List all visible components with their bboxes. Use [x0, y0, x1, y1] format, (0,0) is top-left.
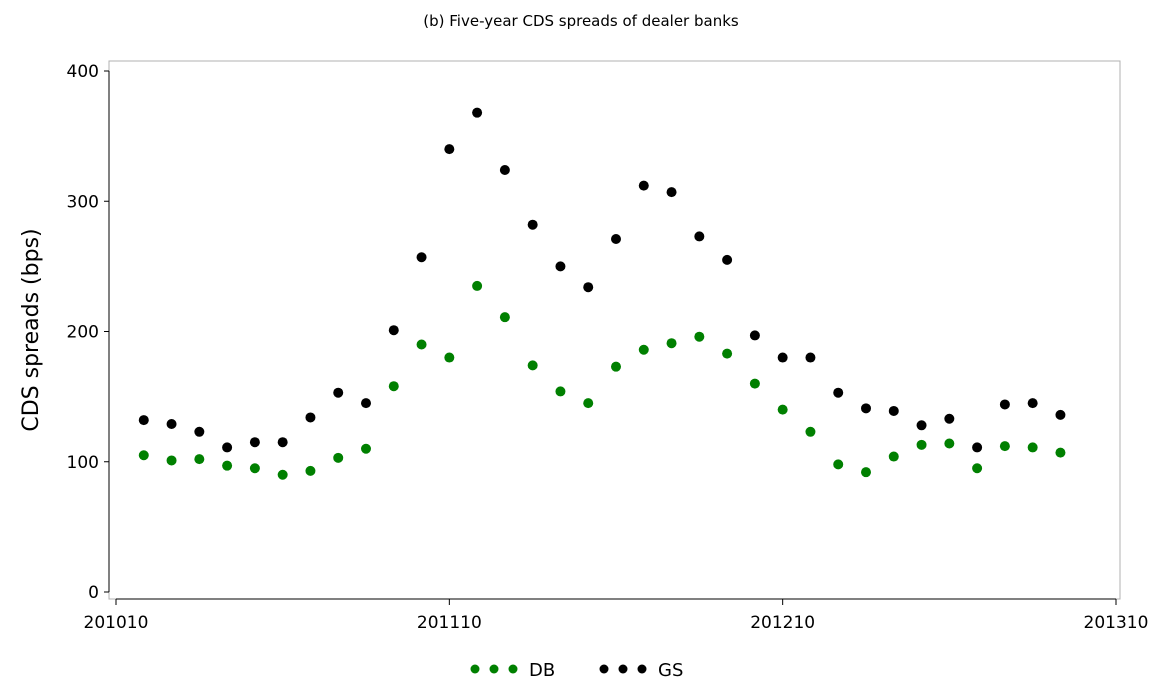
data-point-db	[388, 381, 399, 392]
legend-label: DB	[529, 660, 555, 681]
data-point-gs	[666, 187, 677, 198]
data-point-db	[638, 344, 649, 355]
data-point-db	[527, 360, 538, 371]
data-point-gs	[444, 144, 455, 155]
data-point-db	[888, 451, 899, 462]
data-point-gs	[416, 252, 427, 263]
data-point-gs	[1055, 409, 1066, 420]
series-gs	[138, 107, 1066, 453]
data-point-db	[1027, 442, 1038, 453]
y-tick-label: 100	[67, 453, 99, 473]
y-axis-title: CDS spreads (bps)	[19, 228, 44, 431]
plot-frame	[108, 60, 1121, 600]
data-point-gs	[888, 405, 899, 416]
x-tick-label: 201010	[84, 613, 149, 633]
data-point-db	[222, 460, 233, 471]
data-point-gs	[749, 330, 760, 341]
x-tick-label: 201310	[1084, 613, 1149, 633]
data-point-gs	[472, 107, 483, 118]
data-point-db	[777, 404, 788, 415]
data-point-gs	[388, 325, 399, 336]
chart-title: (b) Five-year CDS spreads of dealer bank…	[423, 12, 739, 30]
data-point-gs	[972, 442, 983, 453]
legend-marker	[508, 664, 518, 674]
data-point-gs	[805, 352, 816, 363]
data-point-gs	[694, 231, 705, 242]
data-point-gs	[1027, 398, 1038, 409]
y-tick-label: 300	[67, 192, 99, 212]
data-point-gs	[166, 418, 177, 429]
data-point-gs	[499, 164, 510, 175]
data-point-db	[749, 378, 760, 389]
legend-marker	[470, 664, 480, 674]
data-points	[138, 107, 1066, 480]
data-point-gs	[611, 234, 621, 245]
y-axis: 0 100 200 300 400	[67, 62, 110, 603]
data-point-db	[805, 426, 816, 437]
data-point-gs	[833, 387, 844, 398]
data-point-db	[555, 386, 566, 397]
data-point-db	[499, 312, 510, 323]
data-point-db	[944, 438, 955, 449]
data-point-db	[361, 443, 371, 454]
y-tick-label: 400	[67, 62, 99, 82]
data-point-db	[666, 338, 677, 349]
y-tick-label: 0	[88, 583, 99, 603]
data-point-gs	[916, 420, 927, 431]
data-point-db	[583, 398, 594, 409]
data-point-gs	[777, 352, 788, 363]
data-point-db	[333, 452, 344, 463]
data-point-gs	[638, 180, 649, 191]
x-tick-label: 201110	[417, 613, 482, 633]
data-point-db	[611, 361, 621, 372]
legend-marker	[618, 664, 628, 674]
data-point-gs	[333, 387, 344, 398]
legend-marker	[599, 664, 609, 674]
data-point-gs	[555, 261, 566, 272]
data-point-gs	[861, 403, 871, 414]
series-db	[138, 280, 1066, 480]
data-point-gs	[138, 415, 149, 426]
data-point-gs	[527, 219, 538, 230]
data-point-db	[472, 280, 483, 291]
data-point-db	[416, 339, 427, 350]
data-point-db	[277, 469, 288, 480]
data-point-gs	[999, 399, 1010, 410]
data-point-gs	[277, 437, 288, 448]
data-point-db	[1055, 447, 1066, 458]
data-point-db	[138, 450, 149, 461]
data-point-db	[249, 463, 260, 474]
data-point-gs	[583, 282, 594, 293]
data-point-gs	[361, 398, 371, 409]
x-tick-label: 201210	[750, 613, 815, 633]
data-point-gs	[249, 437, 260, 448]
data-point-gs	[305, 412, 316, 423]
data-point-db	[694, 331, 705, 342]
data-point-gs	[944, 413, 955, 424]
data-point-gs	[222, 442, 233, 453]
data-point-db	[999, 441, 1010, 452]
data-point-db	[972, 463, 983, 474]
legend-marker	[637, 664, 647, 674]
data-point-gs	[194, 426, 205, 437]
data-point-db	[305, 465, 316, 476]
legend-item-gs: GS	[599, 660, 683, 681]
legend-label: GS	[658, 660, 683, 681]
data-point-db	[833, 459, 844, 470]
data-point-db	[444, 352, 455, 363]
data-point-db	[916, 439, 927, 450]
x-axis: 201010 201110 201210 201310	[84, 598, 1149, 633]
legend: DB GS	[470, 660, 683, 681]
data-point-db	[166, 455, 177, 466]
legend-marker	[489, 664, 499, 674]
data-point-db	[861, 467, 871, 478]
y-tick-label: 200	[67, 323, 99, 343]
data-point-db	[194, 454, 205, 465]
data-point-db	[722, 348, 733, 359]
legend-item-db: DB	[470, 660, 555, 681]
data-point-gs	[722, 254, 733, 265]
